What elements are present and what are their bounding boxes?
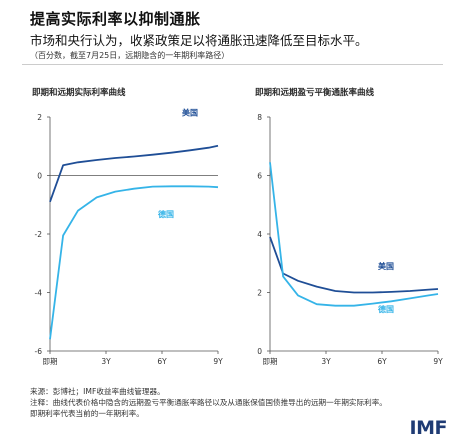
right-x-tick-label: 即期 [263,357,278,366]
footer-source: 来源：彭博社；IMF收益率曲线管理器。 [30,387,165,396]
right-panel-title: 即期和远期盈亏平衡通胀率曲线 [255,88,375,98]
left-y-tick-label: 2 [37,113,42,122]
left-series-label-us: 美国 [182,108,198,118]
chart-title: 提高实际利率以抑制通胀 [30,10,201,28]
right-y-tick-label: 0 [257,347,262,356]
right-y-tick-label: 2 [257,289,262,298]
right-series-label-de: 德国 [378,304,394,314]
right-y-tick-label: 8 [257,113,262,122]
left-panel-title: 即期和远期实际利率曲线 [32,88,126,98]
left-x-tick-label: 6Y [157,357,167,366]
left-y-tick-label: 0 [37,172,42,181]
left-series-us-line [49,144,219,203]
left-series-de-line [49,185,219,340]
left-x-tick-label: 9Y [213,357,223,366]
left-y-tick-label: -4 [35,289,43,298]
header-divider [22,64,443,65]
right-series-de-line [269,162,439,307]
right-series-label-us: 美国 [378,261,394,271]
left-series-label-de: 德国 [158,209,174,219]
right-x-tick-label: 6Y [377,357,387,366]
right-x-tick-label: 9Y [433,357,443,366]
right-x-tick-label: 3Y [321,357,331,366]
right-series-us-line [269,236,439,294]
chart-subtitle: 市场和央行认为，收紧政策足以将通胀迅速降低至目标水平。 [30,33,368,48]
left-y-tick-label: -6 [35,347,43,356]
footer-note-line1: 注释：曲线代表价格中隐含的远期盈亏平衡通胀率路径以及从通胀保值国债推导出的远期一… [30,398,387,407]
left-y-tick-label: -2 [35,230,43,239]
imf-logo: IMF [409,417,448,439]
left-x-tick-label: 即期 [43,357,58,366]
left-x-tick-label: 3Y [101,357,111,366]
right-y-tick-label: 4 [257,230,262,239]
footer-note-line2: 即期利率代表当前的一年期利率。 [30,409,144,418]
right-y-tick-label: 6 [257,172,262,181]
chart-note: （百分数，截至7月25日，远期隐含的一年期利率路径） [30,51,230,60]
